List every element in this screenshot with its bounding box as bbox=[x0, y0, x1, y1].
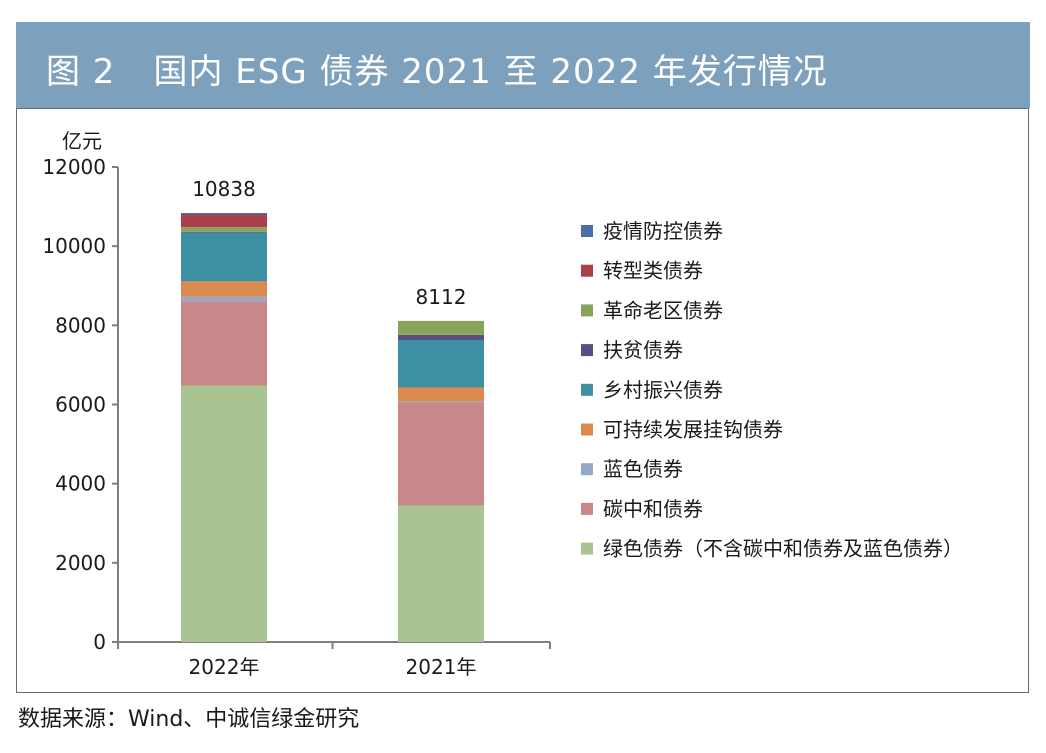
y-tick-label: 6000 bbox=[55, 393, 106, 417]
y-tick-label: 4000 bbox=[55, 472, 106, 496]
legend-swatch bbox=[581, 542, 593, 555]
legend-label: 疫情防控债券 bbox=[603, 219, 723, 243]
legend-label: 可持续发展挂钩债券 bbox=[603, 418, 783, 442]
bar-segment bbox=[398, 334, 484, 340]
bar-segment bbox=[398, 339, 484, 388]
total-data-label: 8112 bbox=[416, 285, 467, 309]
bar-segment bbox=[181, 301, 267, 386]
bar-segment bbox=[181, 232, 267, 282]
bar-segment bbox=[398, 401, 484, 403]
source-note: 数据来源：Wind、中诚信绿金研究 bbox=[18, 707, 360, 732]
y-axis-unit-label: 亿元 bbox=[62, 129, 102, 153]
legend-swatch bbox=[581, 304, 593, 317]
y-tick-label: 10000 bbox=[42, 234, 106, 258]
x-tick-label: 2021年 bbox=[406, 655, 477, 679]
y-tick-label: 12000 bbox=[42, 155, 106, 179]
legend-swatch bbox=[581, 344, 593, 357]
legend-swatch bbox=[581, 502, 593, 515]
title-bar: 图 2 国内 ESG 债券 2021 至 2022 年发行情况 bbox=[16, 22, 1030, 108]
figure-title: 图 2 国内 ESG 债券 2021 至 2022 年发行情况 bbox=[46, 44, 828, 93]
bar-segment bbox=[181, 385, 267, 642]
total-data-label: 10838 bbox=[192, 177, 256, 201]
figure-title-text: 国内 ESG 债券 2021 至 2022 年发行情况 bbox=[153, 52, 828, 92]
bar-segment bbox=[398, 320, 484, 335]
legend-swatch bbox=[581, 423, 593, 436]
y-tick-label: 8000 bbox=[55, 313, 106, 337]
chart-frame: 0 2000 4000 6000 8000 10000 12000 亿元 2022年 10838 2… bbox=[16, 108, 1029, 693]
bar-segment bbox=[181, 227, 267, 232]
x-tick-label: 2022年 bbox=[189, 655, 260, 679]
legend-swatch bbox=[581, 225, 593, 237]
bar-segment bbox=[181, 212, 267, 215]
bar-segment bbox=[398, 505, 484, 642]
bar-segment bbox=[181, 231, 267, 233]
legend-label: 转型类债券 bbox=[603, 259, 703, 283]
y-tick-label: 0 bbox=[93, 630, 106, 654]
bar-segment bbox=[398, 402, 484, 506]
bar-segment bbox=[181, 214, 267, 228]
bar-segment bbox=[181, 296, 267, 302]
bar-segment bbox=[181, 281, 267, 297]
legend-swatch bbox=[581, 264, 593, 277]
legend-swatch bbox=[581, 383, 593, 396]
legend-label: 蓝色债券 bbox=[603, 457, 683, 481]
legend-label: 乡村振兴债券 bbox=[603, 378, 723, 402]
legend-label: 革命老区债券 bbox=[603, 298, 723, 322]
y-tick-label: 2000 bbox=[55, 551, 106, 575]
legend-swatch bbox=[581, 463, 593, 476]
legend-label: 碳中和债券 bbox=[603, 497, 703, 521]
bar-segment bbox=[398, 387, 484, 402]
figure-number: 图 2 bbox=[46, 52, 116, 92]
legend-label: 绿色债券（不含碳中和债券及蓝色债券） bbox=[603, 537, 963, 561]
legend-label: 扶贫债券 bbox=[603, 338, 683, 362]
